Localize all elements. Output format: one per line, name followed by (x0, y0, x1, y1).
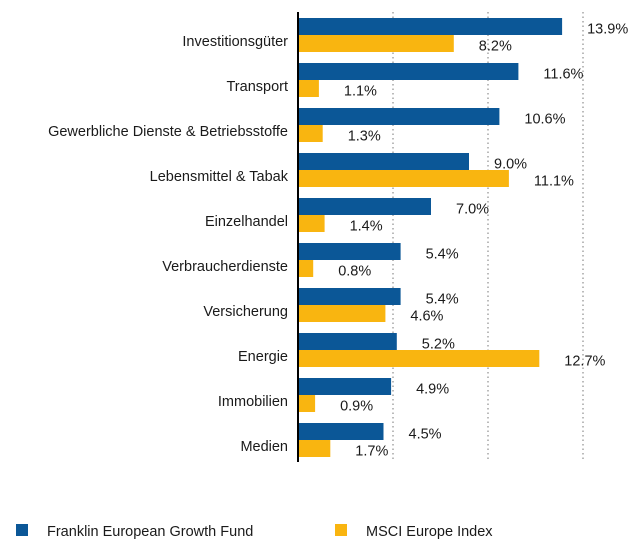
category-label: Transport (226, 79, 288, 95)
bar (298, 215, 325, 232)
bar (298, 395, 316, 412)
value-label: 10.6% (524, 111, 565, 127)
category-label: Energie (238, 349, 288, 365)
value-label: 1.4% (350, 218, 383, 234)
value-label: 0.9% (340, 398, 373, 414)
value-label: 5.4% (426, 291, 459, 307)
bar (298, 80, 319, 97)
bar (298, 153, 469, 170)
value-label: 1.7% (355, 443, 388, 459)
bar (298, 170, 509, 187)
value-label: 8.2% (479, 38, 512, 54)
legend-swatch (16, 524, 28, 536)
category-label: Verbraucherdienste (162, 259, 288, 275)
value-label: 1.3% (348, 128, 381, 144)
bar (298, 305, 386, 322)
bar (298, 243, 401, 260)
value-label: 5.2% (422, 336, 455, 352)
legend-swatch (335, 524, 347, 536)
legend-label: Franklin European Growth Fund (47, 524, 253, 539)
value-label: 4.9% (416, 381, 449, 397)
value-label: 12.7% (564, 353, 605, 369)
bar (298, 108, 500, 125)
value-label: 1.1% (344, 83, 377, 99)
value-label: 4.6% (410, 308, 443, 324)
value-label: 13.9% (587, 21, 628, 37)
category-label: Immobilien (218, 394, 288, 410)
bar (298, 35, 454, 52)
category-label: Versicherung (203, 304, 288, 320)
bar (298, 260, 314, 277)
value-label: 7.0% (456, 201, 489, 217)
legend-label: MSCI Europe Index (366, 524, 493, 539)
bar (298, 378, 392, 395)
category-label: Investitionsgüter (182, 34, 288, 50)
bar (298, 350, 540, 367)
value-label: 0.8% (338, 263, 371, 279)
category-label: Lebensmittel & Tabak (150, 169, 289, 185)
value-label: 11.6% (543, 66, 583, 82)
bar (298, 198, 431, 215)
category-label: Gewerbliche Dienste & Betriebsstoffe (48, 124, 288, 140)
category-label: Medien (240, 439, 288, 455)
value-label: 5.4% (426, 246, 459, 262)
bar (298, 18, 563, 35)
bar (298, 440, 331, 457)
value-label: 4.5% (409, 426, 442, 442)
bar (298, 63, 519, 80)
category-label: Einzelhandel (205, 214, 288, 230)
bar (298, 333, 397, 350)
bar (298, 423, 384, 440)
value-label: 11.1% (534, 173, 574, 189)
bar (298, 125, 323, 142)
bar (298, 288, 401, 305)
value-label: 9.0% (494, 156, 527, 172)
